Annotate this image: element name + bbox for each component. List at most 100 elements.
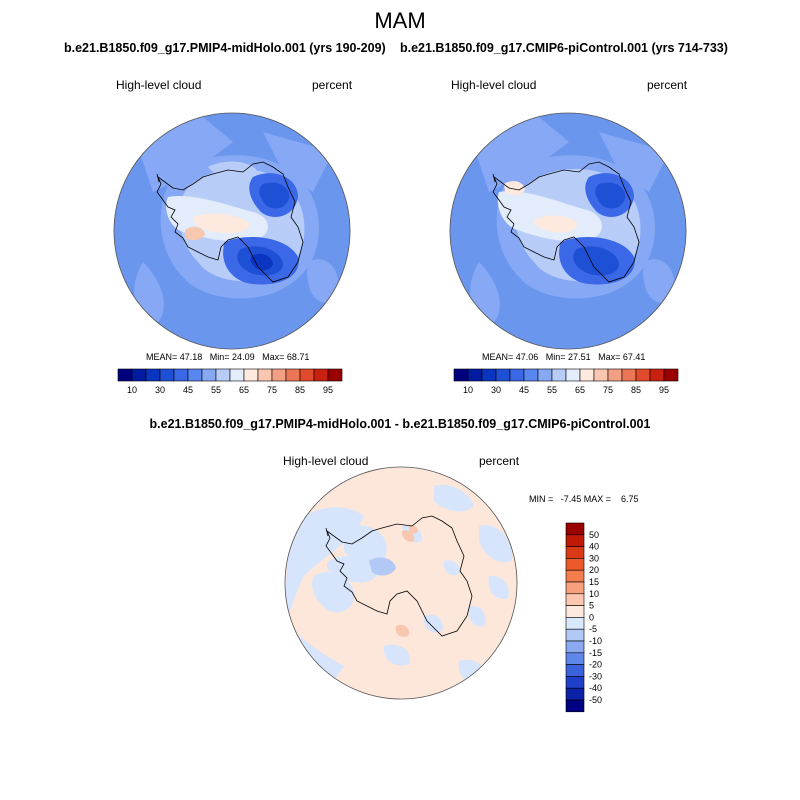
left-colorbar-cell	[229, 368, 245, 382]
diff-colorbar-cell	[565, 605, 585, 618]
right-colorbar-tick-label: 95	[659, 385, 669, 395]
diff-colorbar-cell	[565, 628, 585, 642]
diff-colorbar-tick-label: -20	[589, 660, 602, 670]
right-colorbar-tick-label: 65	[575, 385, 585, 395]
left-polar-map	[113, 112, 351, 350]
diff-colorbar-cell	[565, 593, 585, 606]
left-colorbar-cell	[327, 368, 343, 382]
right-colorbar-cell	[453, 368, 469, 382]
right-colorbar-cell	[635, 368, 651, 382]
left-colorbar-cell	[215, 368, 231, 382]
right-colorbar-cell	[481, 368, 497, 382]
diff-case-title: b.e21.B1850.f09_g17.PMIP4-midHolo.001 - …	[149, 417, 651, 431]
right-colorbar-cell	[565, 368, 581, 382]
diff-colorbar-cell	[565, 617, 585, 630]
left-variable-label: High-level cloud	[116, 78, 202, 92]
diff-colorbar-cell	[565, 558, 585, 571]
left-colorbar-tick-label: 45	[183, 385, 193, 395]
right-colorbar-tick-label: 45	[519, 385, 529, 395]
right-colorbar-tick-label: 10	[463, 385, 473, 395]
diff-colorbar-cell	[565, 546, 585, 559]
left-colorbar-tick-label: 95	[323, 385, 333, 395]
right-colorbar-tick-label: 55	[547, 385, 557, 395]
diff-colorbar-tick-label: 15	[589, 577, 599, 587]
left-colorbar-tick-label: 75	[267, 385, 277, 395]
diff-colorbar-tick-label: -50	[589, 695, 602, 705]
right-colorbar-cell	[607, 368, 623, 382]
diff-colorbar-cell	[565, 699, 585, 713]
left-colorbar-cell	[131, 368, 147, 382]
left-colorbar-tick-label: 55	[211, 385, 221, 395]
diff-polar-map	[284, 466, 518, 700]
right-stat-max: Max= 67.41	[598, 352, 646, 362]
right-colorbar-cell	[537, 368, 553, 382]
left-colorbar-cell	[257, 368, 273, 382]
left-colorbar-cell	[145, 368, 161, 382]
left-colorbar-cell	[159, 368, 175, 382]
left-colorbar-cell	[117, 368, 133, 382]
left-case-title: b.e21.B1850.f09_g17.PMIP4-midHolo.001 (y…	[64, 41, 386, 55]
left-colorbar: 10 30 45 55 65 75 85 95	[117, 368, 343, 395]
left-colorbar-cell	[187, 368, 203, 382]
page-title: MAM	[374, 8, 426, 33]
diff-colorbar-tick-label: 5	[589, 601, 594, 611]
left-colorbar-tick-label: 65	[239, 385, 249, 395]
diff-colorbar-cell	[565, 640, 585, 654]
left-colorbar-cell	[271, 368, 287, 382]
diff-colorbar-cell	[565, 569, 585, 583]
right-colorbar-cell	[467, 368, 483, 382]
right-colorbar-cell	[551, 368, 567, 382]
diff-variable-label: High-level cloud	[283, 454, 369, 468]
diff-colorbar-cell	[565, 652, 585, 665]
right-colorbar-cell	[495, 368, 511, 382]
left-stat-min: Min= 24.09	[209, 352, 255, 362]
left-colorbar-cell	[313, 368, 329, 382]
left-stat-mean: MEAN= 47.18	[146, 352, 203, 362]
diff-colorbar-tick-label: -15	[589, 648, 602, 658]
right-variable-label: High-level cloud	[451, 78, 537, 92]
left-colorbar-tick-label: 10	[127, 385, 137, 395]
left-colorbar-cell	[299, 368, 315, 382]
diff-colorbar-tick-label: 50	[589, 530, 599, 540]
left-stats: MEAN= 47.18 Min= 24.09 Max= 68.71	[146, 352, 309, 362]
diff-colorbar-tick-label: -10	[589, 636, 602, 646]
left-colorbar-cell	[201, 368, 217, 382]
right-colorbar-cell	[649, 368, 665, 382]
right-colorbar-cell	[621, 368, 637, 382]
diff-colorbar-tick-label: 0	[589, 612, 594, 622]
right-colorbar-tick-label: 85	[631, 385, 641, 395]
right-colorbar-cell	[593, 368, 609, 382]
right-colorbar: 10 30 45 55 65 75 85 95	[453, 368, 679, 395]
diff-colorbar-cell	[565, 534, 585, 547]
right-stats: MEAN= 47.06 Min= 27.51 Max= 67.41	[482, 352, 645, 362]
diff-colorbar-cell	[565, 664, 585, 677]
diff-units-label: percent	[479, 454, 520, 468]
right-colorbar-tick-label: 30	[491, 385, 501, 395]
diff-colorbar-cell	[565, 581, 585, 595]
diff-colorbar-cell	[565, 522, 585, 536]
diff-colorbar-cell	[565, 676, 585, 689]
left-stat-max: Max= 68.71	[262, 352, 310, 362]
left-colorbar-cell	[243, 368, 259, 382]
diff-colorbar-tick-label: 30	[589, 553, 599, 563]
diff-colorbar-tick-label: 40	[589, 542, 599, 552]
left-colorbar-cell	[285, 368, 301, 382]
right-colorbar-cell	[579, 368, 595, 382]
right-stat-mean: MEAN= 47.06	[482, 352, 539, 362]
right-case-title: b.e21.B1850.f09_g17.CMIP6-piControl.001 …	[400, 41, 728, 55]
diff-colorbar-cell	[565, 687, 585, 701]
right-colorbar-cell	[509, 368, 525, 382]
right-polar-map	[449, 112, 687, 350]
diff-colorbar-tick-label: -40	[589, 683, 602, 693]
right-stat-min: Min= 27.51	[545, 352, 591, 362]
right-colorbar-cell	[663, 368, 679, 382]
diff-colorbar-tick-label: 10	[589, 589, 599, 599]
diff-colorbar-tick-label: 20	[589, 565, 599, 575]
left-colorbar-cell	[173, 368, 189, 382]
right-colorbar-tick-label: 75	[603, 385, 613, 395]
diff-colorbar-tick-label: -30	[589, 671, 602, 681]
right-colorbar-cell	[523, 368, 539, 382]
left-colorbar-tick-label: 30	[155, 385, 165, 395]
diff-minmax: MIN = -7.45 MAX = 6.75	[529, 494, 639, 504]
